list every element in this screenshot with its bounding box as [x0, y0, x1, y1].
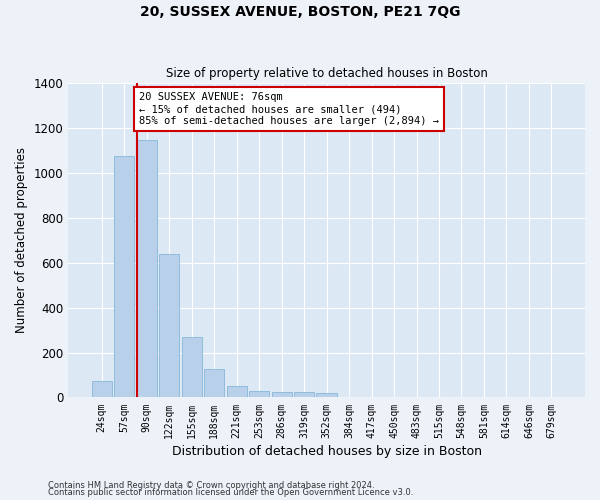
Bar [204, 370, 224, 398]
Text: 20 SUSSEX AVENUE: 76sqm
← 15% of detached houses are smaller (494)
85% of semi-d: 20 SUSSEX AVENUE: 76sqm ← 15% of detache… [139, 92, 439, 126]
Bar [272, 392, 292, 398]
Text: Contains HM Land Registry data © Crown copyright and database right 2024.: Contains HM Land Registry data © Crown c… [48, 480, 374, 490]
Text: 20, SUSSEX AVENUE, BOSTON, PE21 7QG: 20, SUSSEX AVENUE, BOSTON, PE21 7QG [140, 5, 460, 19]
Bar [182, 337, 202, 398]
Title: Size of property relative to detached houses in Boston: Size of property relative to detached ho… [166, 66, 488, 80]
Y-axis label: Number of detached properties: Number of detached properties [15, 148, 28, 334]
Bar [249, 390, 269, 398]
Bar [294, 392, 314, 398]
Text: Contains public sector information licensed under the Open Government Licence v3: Contains public sector information licen… [48, 488, 413, 497]
Bar [316, 393, 337, 398]
X-axis label: Distribution of detached houses by size in Boston: Distribution of detached houses by size … [172, 444, 482, 458]
Bar [92, 380, 112, 398]
Bar [159, 254, 179, 398]
Bar [114, 156, 134, 398]
Bar [227, 386, 247, 398]
Bar [137, 140, 157, 398]
